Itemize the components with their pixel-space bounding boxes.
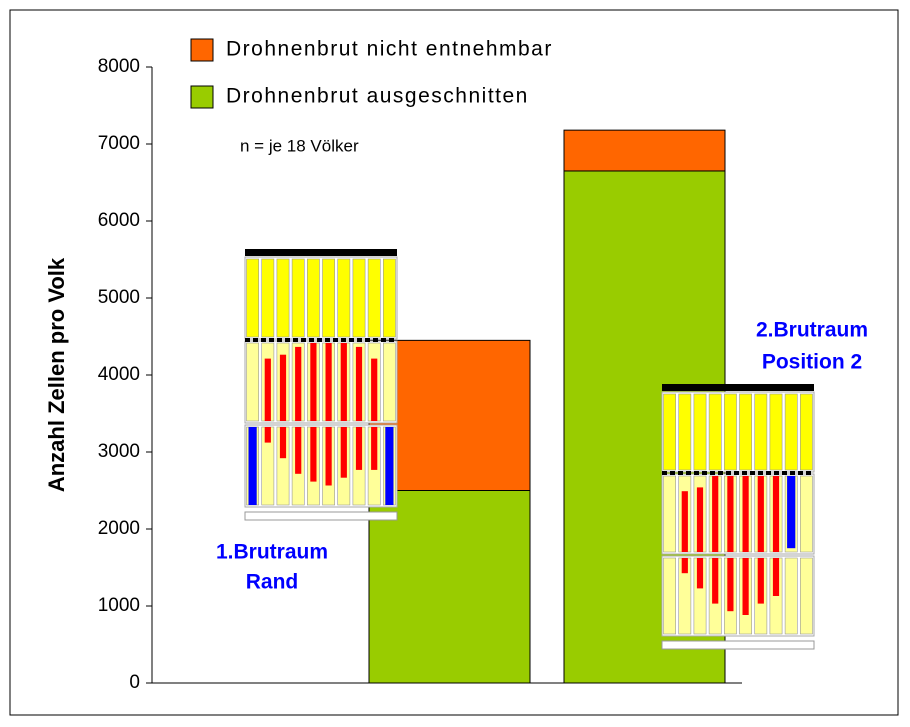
legend-label: Drohnenbrut ausgeschnitten — [226, 85, 529, 108]
hive-frame — [383, 343, 395, 421]
drone-frame — [787, 476, 795, 548]
annotation: 2.Brutraum — [756, 319, 868, 342]
y-tick-label: 6000 — [98, 210, 140, 231]
hive-frame — [262, 259, 274, 337]
hive-frame — [800, 394, 812, 470]
hive-frame — [664, 558, 676, 634]
brood — [310, 343, 316, 421]
hive-frame — [247, 343, 259, 421]
brood — [265, 427, 271, 443]
hive-frame — [740, 394, 752, 470]
brood — [682, 558, 688, 573]
hive-frame — [307, 259, 319, 337]
hive-frame — [353, 259, 365, 337]
hive-frame — [709, 394, 721, 470]
brood — [371, 359, 377, 421]
drone-frame — [249, 427, 257, 505]
hive-frame — [770, 394, 782, 470]
drone-frame — [385, 427, 393, 505]
hive-lid — [245, 249, 397, 256]
y-tick-label: 1000 — [98, 595, 140, 616]
hive-frame — [383, 259, 395, 337]
brood — [371, 427, 377, 470]
brood — [326, 427, 332, 486]
annotation: 1.Brutraum — [216, 541, 328, 564]
legend-swatch — [191, 39, 213, 61]
hive-frame — [694, 394, 706, 470]
hive-frame — [292, 259, 304, 337]
bar-segment — [564, 130, 725, 171]
y-tick-label: 2000 — [98, 518, 140, 539]
brood — [356, 347, 362, 421]
brood — [773, 558, 779, 596]
hive-frame — [338, 259, 350, 337]
hive-frame — [247, 259, 259, 337]
hive-frame — [368, 259, 380, 337]
brood — [712, 558, 718, 604]
brood — [280, 427, 286, 458]
hive-frame — [679, 394, 691, 470]
y-axis-label: Anzahl Zellen pro Volk — [44, 257, 69, 492]
y-tick-label: 4000 — [98, 364, 140, 385]
brood — [743, 476, 749, 552]
y-tick-label: 8000 — [98, 56, 140, 77]
brood — [697, 487, 703, 552]
brood — [727, 476, 733, 552]
hive-base — [662, 641, 814, 649]
brood — [341, 427, 347, 478]
y-tick-label: 3000 — [98, 441, 140, 462]
brood — [682, 491, 688, 552]
hive-frame — [800, 558, 812, 634]
brood — [326, 343, 332, 421]
y-tick-label: 7000 — [98, 133, 140, 154]
legend-label: Drohnenbrut nicht entnehmbar — [226, 38, 553, 61]
chart: 0 1000 2000 3000 4000 5000 6000 7000 8000 Drohnen… — [0, 0, 910, 727]
hive-frame — [800, 476, 812, 552]
annotation: Rand — [246, 571, 299, 594]
hive-frame — [323, 259, 335, 337]
legend-swatch — [191, 86, 213, 108]
hive-lid — [662, 384, 814, 391]
brood — [743, 558, 749, 615]
brood — [727, 558, 733, 611]
hive-frame — [785, 394, 797, 470]
brood — [341, 343, 347, 421]
hive-frame — [724, 394, 736, 470]
brood — [295, 427, 301, 474]
hive-base — [245, 512, 397, 520]
hive-frame — [664, 394, 676, 470]
hive-frame — [664, 476, 676, 552]
brood — [758, 476, 764, 552]
y-tick-label: 5000 — [98, 287, 140, 308]
y-tick-label: 0 — [129, 672, 140, 693]
brood — [773, 476, 779, 552]
brood — [295, 347, 301, 421]
hive-frame — [755, 394, 767, 470]
brood — [356, 427, 362, 470]
hive-frame — [277, 259, 289, 337]
hive-frame — [785, 558, 797, 634]
annotation: Position 2 — [762, 351, 862, 374]
brood — [310, 427, 316, 482]
brood — [712, 476, 718, 552]
brood — [280, 355, 286, 421]
brood — [265, 359, 271, 421]
annotation: n = je 18 Völker — [240, 136, 359, 155]
brood — [697, 558, 703, 588]
brood — [758, 558, 764, 604]
page: {"chart_data": {"type": "bar", "stacked"… — [0, 0, 910, 727]
